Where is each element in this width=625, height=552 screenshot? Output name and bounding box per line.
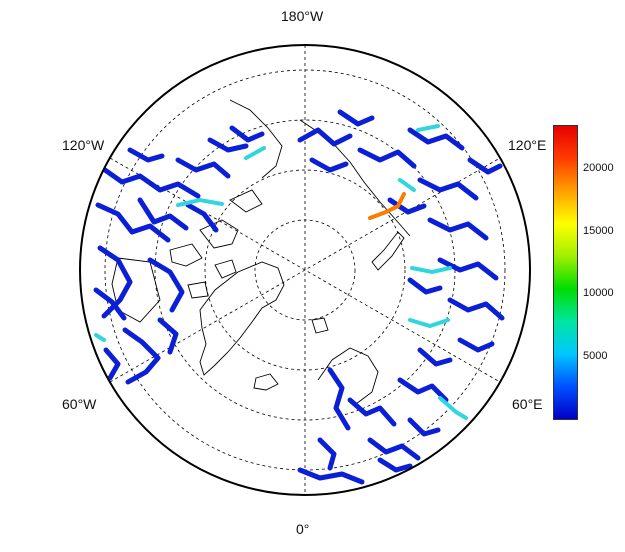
meridian-label-bottom: 0° bbox=[296, 521, 310, 537]
meridian-label-lower-right: 60°E bbox=[512, 396, 543, 412]
colorbar-tick-label: 15000 bbox=[583, 224, 614, 237]
svalbard bbox=[311, 317, 329, 334]
greenland-outline bbox=[199, 261, 285, 376]
arctic-archipelago bbox=[169, 189, 263, 299]
iceland bbox=[253, 373, 279, 391]
rivers-mid bbox=[94, 124, 468, 420]
colorbar-tick-label: 5000 bbox=[583, 350, 608, 363]
alaska-coast bbox=[229, 99, 283, 179]
rivers-high bbox=[368, 192, 406, 220]
map-boundary bbox=[79, 44, 531, 496]
colorbar-tick-label: 20000 bbox=[583, 161, 614, 174]
colorbar-tick-label: 10000 bbox=[583, 287, 614, 300]
rivers-low bbox=[93, 109, 505, 485]
novaya-zemlya bbox=[371, 231, 405, 271]
scandinavia-coast bbox=[317, 347, 379, 405]
meridian-label-upper-left: 120°W bbox=[62, 137, 105, 153]
siberia-coast bbox=[299, 119, 411, 237]
meridian-label-top: 180°W bbox=[281, 8, 324, 24]
colorbar bbox=[553, 125, 578, 420]
meridian-label-upper-right: 120°E bbox=[508, 137, 547, 153]
meridian-label-lower-left: 60°W bbox=[62, 396, 97, 412]
